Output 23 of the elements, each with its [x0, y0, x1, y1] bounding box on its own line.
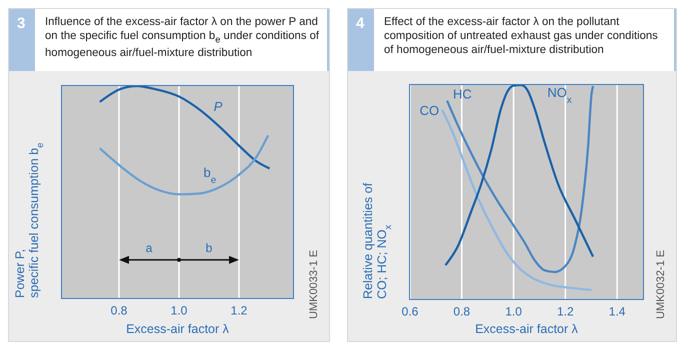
text: 4	[356, 15, 364, 32]
x-tick-label: 1.4	[608, 304, 626, 319]
x-tick-label: 0.8	[110, 304, 128, 318]
annotation: b	[206, 240, 213, 255]
x-tick-label: 0.6	[402, 304, 419, 319]
series-label: NO$_{x}$	[547, 85, 572, 106]
x-tick-label: 1.0	[170, 304, 188, 318]
text: 3	[17, 15, 26, 32]
x-axis-title: Excess-air factor λ	[126, 322, 230, 336]
x-tick-label: 1.2	[556, 304, 574, 319]
series-label: HC	[453, 86, 472, 102]
text: UMK0033-1 E	[308, 250, 320, 319]
series-label: b$_{e}$	[203, 165, 216, 186]
chart-title: Effect of the excess-air factor λ on the pollutant composition of untreated exhaust gas under conditions of homogeneous air/fuel-mixture distribution	[384, 15, 659, 57]
x-tick-label: 1.0	[505, 304, 522, 319]
x-axis-title: Excess-air factor λ	[475, 322, 579, 336]
series-label: P	[214, 98, 223, 114]
annotation: a	[146, 240, 153, 255]
x-tick-label: 0.8	[453, 304, 470, 319]
text: UMK0032-1 E	[655, 250, 667, 319]
x-tick-label: 1.2	[230, 304, 248, 318]
series-label: CO	[420, 102, 440, 118]
chart-title: Influence of the excess-air factor λ on the power P and on the specific fuel consumption b$_{e}$ under conditions of homogeneous air/fuel-mixture distribution	[45, 15, 320, 60]
